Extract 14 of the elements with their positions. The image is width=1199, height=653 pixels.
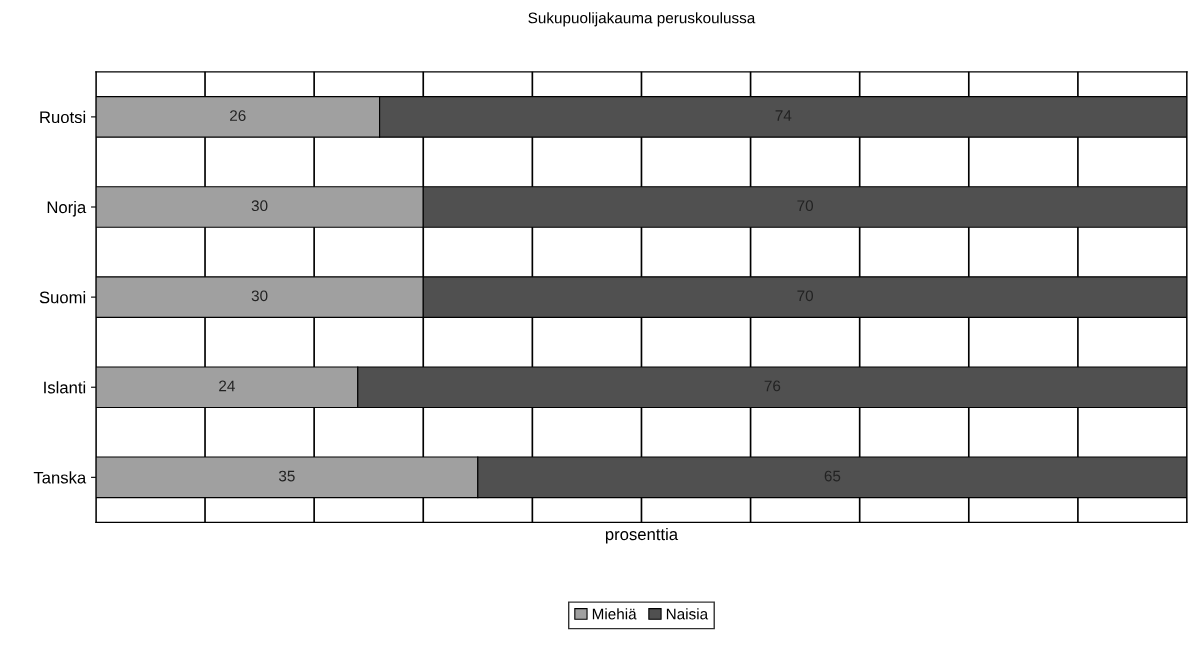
y-tick-label: Tanska (33, 471, 87, 484)
y-tick-label: Islanti (44, 381, 86, 394)
data-label: 26 (230, 110, 246, 121)
legend-label: Miehiä (592, 608, 637, 620)
data-label: 35 (278, 470, 295, 482)
legend-label: Naisia (666, 608, 709, 620)
data-label: 24 (219, 380, 235, 392)
data-label: 30 (251, 290, 268, 302)
x-axis-title: prosenttia (605, 527, 679, 544)
y-tick-label: Ruotsi (40, 110, 86, 124)
chart-title: Sukupuolijakauma peruskoulussa (528, 12, 756, 27)
y-tick-label: Norja (47, 200, 87, 217)
y-tick-label: Suomi (39, 291, 86, 304)
data-label: 30 (251, 200, 268, 212)
